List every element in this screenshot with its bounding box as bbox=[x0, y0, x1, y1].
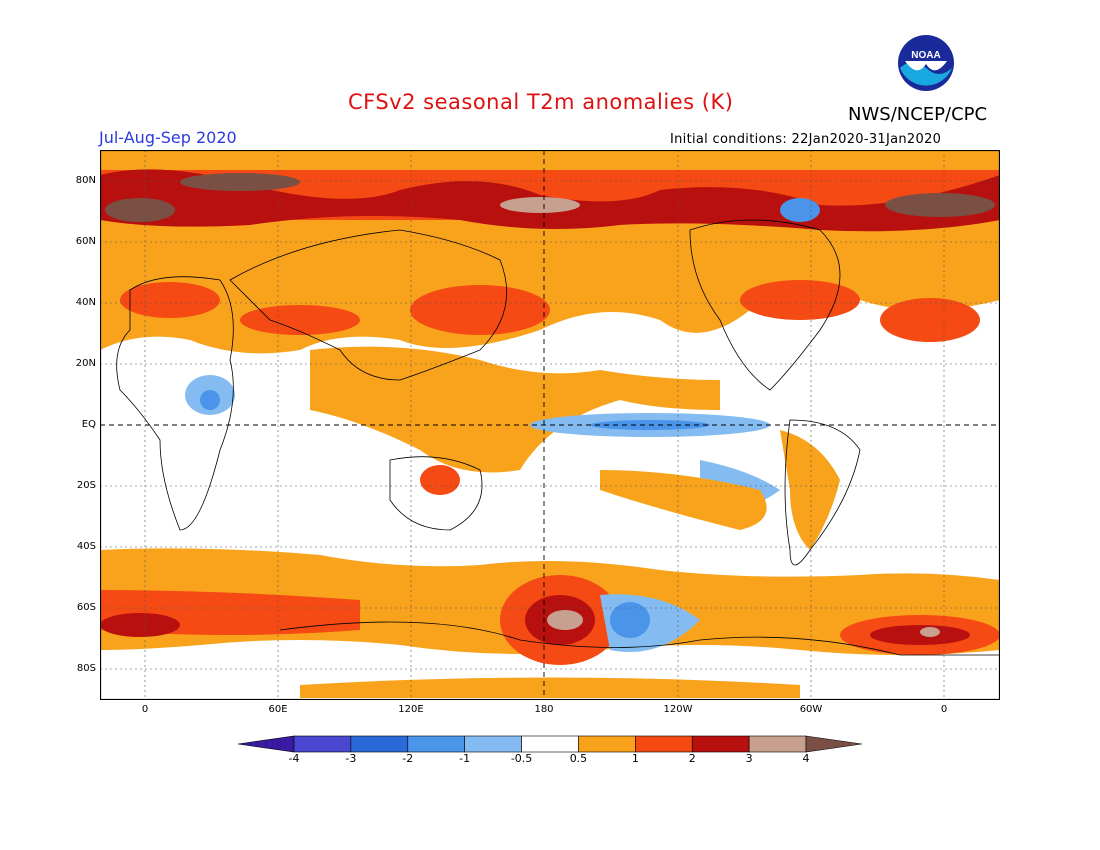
colorbar-label: -1 bbox=[459, 752, 471, 765]
colorbar-segment bbox=[748, 735, 807, 753]
colorbar-label: -3 bbox=[345, 752, 357, 765]
anomaly-fields bbox=[100, 150, 1000, 698]
lat-label: 20N bbox=[75, 358, 96, 369]
lat-label: 60N bbox=[75, 236, 96, 247]
colorbar-label: 2 bbox=[688, 752, 696, 765]
colorbar-label: 1 bbox=[631, 752, 639, 765]
colorbar-segment bbox=[805, 735, 862, 753]
lat-label: 20S bbox=[76, 480, 96, 491]
agency-label: NWS/NCEP/CPC bbox=[848, 104, 988, 125]
colorbar-label: 4 bbox=[802, 752, 810, 765]
lon-label: 0 bbox=[940, 704, 948, 715]
anomaly-map bbox=[100, 150, 1000, 700]
lat-label: EQ bbox=[81, 419, 96, 430]
season-label: Jul-Aug-Sep 2020 bbox=[99, 128, 237, 147]
colorbar-segment bbox=[293, 735, 352, 753]
colorbar-label: 3 bbox=[745, 752, 753, 765]
colorbar bbox=[238, 735, 862, 753]
lat-label: 60S bbox=[76, 602, 96, 613]
noaa-logo-text: NOAA bbox=[911, 50, 940, 61]
lat-label: 80N bbox=[75, 175, 96, 186]
chart-title: CFSv2 seasonal T2m anomalies (K) bbox=[348, 90, 734, 114]
reference-lines bbox=[100, 150, 1000, 700]
lon-label: 60E bbox=[268, 704, 288, 715]
colorbar-segment bbox=[350, 735, 409, 753]
coastlines bbox=[116, 219, 1000, 656]
colorbar-segment bbox=[521, 735, 579, 753]
noaa-logo: NOAA bbox=[898, 35, 954, 91]
colorbar-label: -4 bbox=[288, 752, 300, 765]
colorbar-segment bbox=[238, 735, 295, 753]
lon-label: 60W bbox=[799, 704, 823, 715]
lat-label: 80S bbox=[76, 663, 96, 674]
colorbar-segment bbox=[407, 735, 465, 753]
colorbar-segment bbox=[691, 735, 750, 753]
colorbar-segment bbox=[464, 735, 522, 753]
lon-label: 120E bbox=[398, 704, 424, 715]
colorbar-label: -2 bbox=[402, 752, 414, 765]
colorbar-label: -0.5 bbox=[510, 752, 533, 765]
lon-label: 120W bbox=[663, 704, 693, 715]
lat-label: 40S bbox=[76, 541, 96, 552]
initial-conditions-label: Initial conditions: 22Jan2020-31Jan2020 bbox=[670, 132, 942, 147]
lon-label: 180 bbox=[534, 704, 554, 715]
colorbar-segment bbox=[635, 735, 693, 753]
colorbar-segment bbox=[578, 735, 636, 753]
lon-label: 0 bbox=[141, 704, 149, 715]
lat-label: 40N bbox=[75, 297, 96, 308]
colorbar-label: 0.5 bbox=[569, 752, 588, 765]
